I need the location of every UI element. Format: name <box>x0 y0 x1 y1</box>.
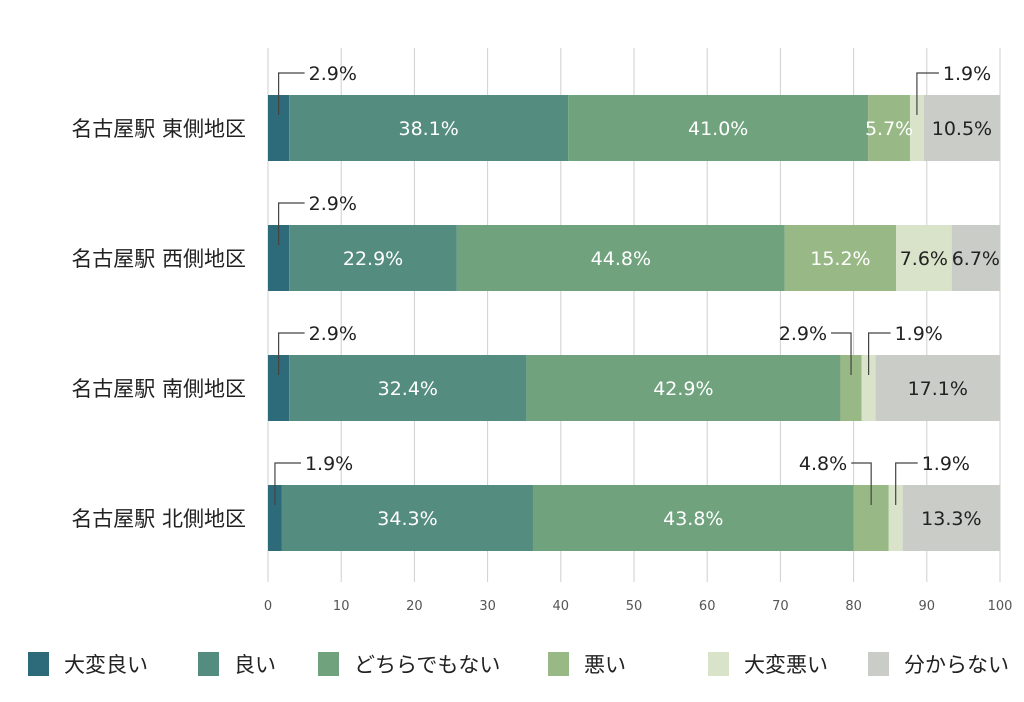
callout-line <box>278 202 305 245</box>
bar-segment <box>281 485 533 551</box>
x-tick-label: 100 <box>988 599 1013 614</box>
data-label: 5.7% <box>865 118 913 140</box>
x-tick-label: 40 <box>553 599 570 614</box>
data-label: 17.1% <box>908 378 968 400</box>
x-tick-label: 30 <box>479 599 496 614</box>
bar-segment <box>268 485 282 551</box>
bar-segment <box>909 95 924 161</box>
bar-segment <box>896 225 952 291</box>
bar-segment <box>268 95 290 161</box>
legend-swatch <box>318 652 339 676</box>
category-label: 名古屋駅 北側地区 <box>71 507 246 531</box>
data-label: 1.9% <box>943 63 991 85</box>
callout-line <box>278 72 305 115</box>
legend-label: どちらでもない <box>354 653 500 677</box>
legend-label: 大変悪い <box>744 653 828 677</box>
data-label: 2.9% <box>309 193 357 215</box>
legend-swatch <box>708 652 729 676</box>
bar-segment <box>888 485 903 551</box>
x-axis-ticks: 0 10 20 30 40 50 60 70 80 90 100 <box>264 599 1013 614</box>
callouts: 2.9% 1.9% 2.9% 2.9% 2.9% 1.9% 1.9% 4.8% 1.9% <box>274 63 991 505</box>
data-label: 38.1% <box>398 118 458 140</box>
bar-segment <box>526 355 841 421</box>
bar-segment <box>951 225 1000 291</box>
bar-segment <box>268 355 290 421</box>
data-label: 7.6% <box>900 248 948 270</box>
legend-swatch <box>868 652 889 676</box>
legend-label: 大変良い <box>64 653 148 677</box>
callout-line <box>916 72 939 115</box>
data-label: 41.0% <box>688 118 748 140</box>
x-tick-label: 20 <box>406 599 423 614</box>
data-label: 6.7% <box>952 248 1000 270</box>
data-label: 1.9% <box>895 323 943 345</box>
legend: 大変良い 良い どちらでもない 悪い 大変悪い 分からない <box>28 652 1009 677</box>
x-tick-label: 0 <box>264 599 272 614</box>
legend-label: 分からない <box>904 653 1009 677</box>
bar-segment <box>289 225 457 291</box>
data-label: 34.3% <box>377 508 437 530</box>
callout-line <box>278 332 305 375</box>
legend-swatch <box>198 652 219 676</box>
callout-line <box>895 462 918 505</box>
callout-line <box>868 332 891 375</box>
bar-segment <box>784 225 897 291</box>
bar-segment <box>289 355 527 421</box>
legend-label: 悪い <box>584 653 626 677</box>
bar-segment <box>875 355 1000 421</box>
data-label: 1.9% <box>922 453 970 475</box>
data-label: 22.9% <box>343 248 403 270</box>
x-tick-label: 90 <box>919 599 936 614</box>
data-label: 42.9% <box>653 378 713 400</box>
category-label: 名古屋駅 東側地区 <box>71 117 246 141</box>
data-label: 44.8% <box>591 248 651 270</box>
legend-swatch <box>548 652 569 676</box>
bar-segment <box>532 485 854 551</box>
data-label: 2.9% <box>309 63 357 85</box>
legend-label: 良い <box>234 653 276 677</box>
x-tick-label: 60 <box>699 599 716 614</box>
callout-line <box>831 332 852 375</box>
x-tick-label: 80 <box>845 599 862 614</box>
bar-segment <box>289 95 569 161</box>
data-label: 2.9% <box>309 323 357 345</box>
data-label: 32.4% <box>378 378 438 400</box>
legend-swatch <box>28 652 49 676</box>
bar-segment <box>268 225 290 291</box>
data-label: 4.8% <box>799 453 847 475</box>
data-label: 13.3% <box>921 508 981 530</box>
data-label: 10.5% <box>932 118 992 140</box>
callout-line <box>274 462 301 505</box>
category-label: 名古屋駅 南側地区 <box>71 377 246 401</box>
bar-segment <box>456 225 785 291</box>
x-tick-label: 70 <box>772 599 789 614</box>
bar-segment <box>902 485 1000 551</box>
data-label: 2.9% <box>779 323 827 345</box>
data-label: 15.2% <box>810 248 870 270</box>
bar-segment <box>568 95 869 161</box>
bars: 38.1% 41.0% 5.7% 10.5% 22.9% 44.8% 15.2% 7.6% 6.… <box>268 95 1000 551</box>
category-label: 名古屋駅 西側地区 <box>71 247 246 271</box>
data-label: 43.8% <box>663 508 723 530</box>
bar-segment <box>868 95 910 161</box>
x-tick-label: 50 <box>626 599 643 614</box>
bar-segment <box>861 355 876 421</box>
bar-segment <box>840 355 862 421</box>
bar-segment <box>923 95 1000 161</box>
x-tick-label: 10 <box>333 599 350 614</box>
callout-line <box>851 462 872 505</box>
data-label: 1.9% <box>305 453 353 475</box>
